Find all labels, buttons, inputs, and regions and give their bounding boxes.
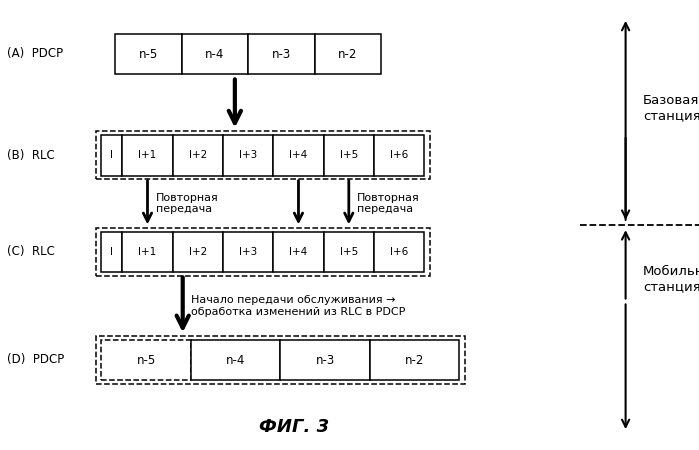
Bar [115, 34, 182, 74]
Text: n-2: n-2 [405, 354, 424, 366]
Text: l+3: l+3 [239, 247, 257, 257]
Bar [101, 340, 191, 380]
Text: n-3: n-3 [272, 48, 291, 60]
Text: n-3: n-3 [315, 354, 335, 366]
Bar [101, 232, 122, 272]
Bar [96, 228, 430, 276]
Text: l+3: l+3 [239, 150, 257, 160]
Text: l+2: l+2 [189, 247, 207, 257]
Bar [324, 135, 374, 176]
Bar [248, 34, 315, 74]
Bar [96, 336, 465, 384]
Bar [280, 340, 370, 380]
Text: ФИГ. 3: ФИГ. 3 [259, 418, 329, 436]
Bar [324, 232, 374, 272]
Text: n-2: n-2 [338, 48, 357, 60]
Text: Базовая
станция: Базовая станция [643, 94, 699, 122]
Text: n-5: n-5 [136, 354, 156, 366]
Bar [374, 232, 424, 272]
Bar [315, 34, 381, 74]
Text: n-5: n-5 [139, 48, 158, 60]
Text: l+1: l+1 [138, 150, 157, 160]
Bar [182, 34, 248, 74]
Text: l: l [110, 247, 113, 257]
Text: l+5: l+5 [340, 247, 358, 257]
Text: Повторная
передача: Повторная передача [357, 193, 420, 215]
Text: l+5: l+5 [340, 150, 358, 160]
Bar [370, 340, 459, 380]
Text: (B)  RLC: (B) RLC [7, 149, 55, 162]
Text: (A)  PDCP: (A) PDCP [7, 48, 63, 60]
Text: l+4: l+4 [289, 150, 308, 160]
Text: n-4: n-4 [206, 48, 224, 60]
Bar [223, 135, 273, 176]
Text: l+4: l+4 [289, 247, 308, 257]
Bar [173, 135, 223, 176]
Bar [122, 135, 173, 176]
Bar [122, 232, 173, 272]
Text: l: l [110, 150, 113, 160]
Bar [173, 232, 223, 272]
Bar [374, 135, 424, 176]
Text: (C)  RLC: (C) RLC [7, 246, 55, 258]
Text: n-4: n-4 [226, 354, 245, 366]
Bar [273, 135, 324, 176]
Text: (D)  PDCP: (D) PDCP [7, 354, 64, 366]
Text: Повторная
передача: Повторная передача [156, 193, 219, 215]
Text: l+1: l+1 [138, 247, 157, 257]
Text: l+6: l+6 [390, 247, 408, 257]
Text: Начало передачи обслуживания →
обработка изменений из RLC в PDCP: Начало передачи обслуживания → обработка… [191, 295, 405, 317]
Bar [101, 135, 122, 176]
Text: Мобильная
станция: Мобильная станция [643, 265, 699, 293]
Text: l+2: l+2 [189, 150, 207, 160]
Bar [223, 232, 273, 272]
Bar [191, 340, 280, 380]
Bar [273, 232, 324, 272]
Text: l+6: l+6 [390, 150, 408, 160]
Bar [96, 131, 430, 179]
